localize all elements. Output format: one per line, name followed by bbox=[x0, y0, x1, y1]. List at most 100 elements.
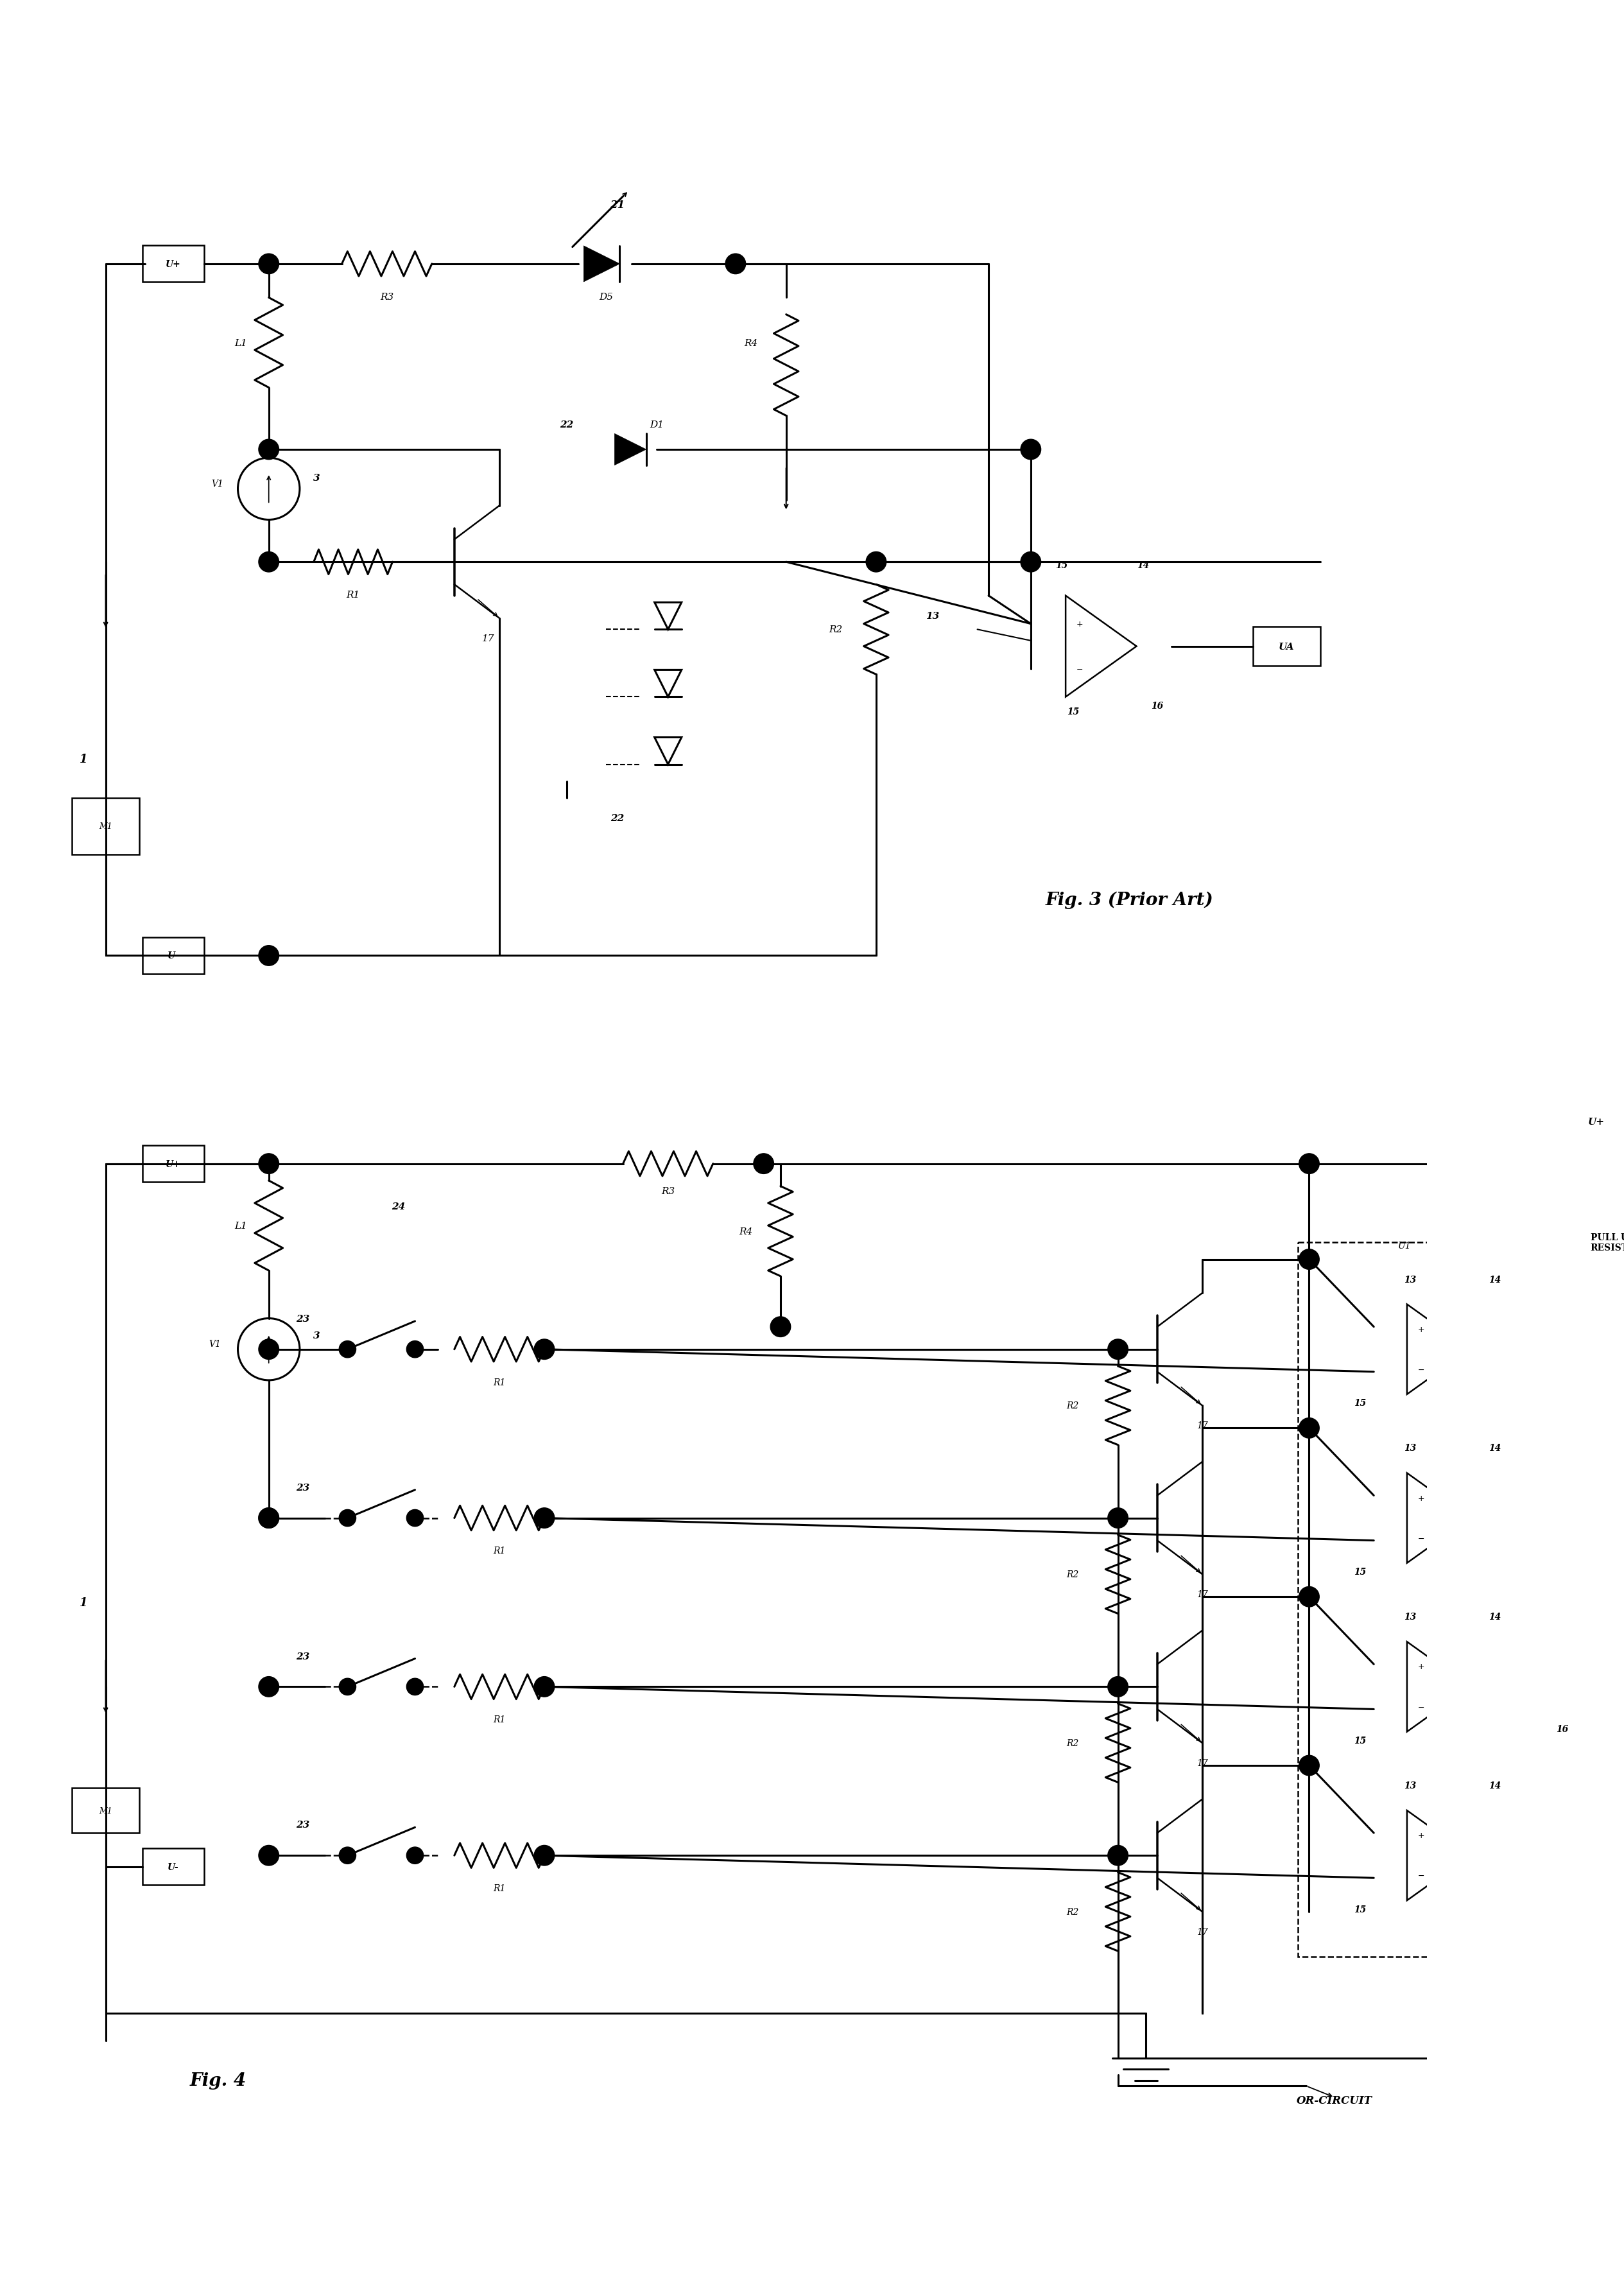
Circle shape bbox=[534, 1339, 554, 1360]
Circle shape bbox=[726, 254, 745, 275]
Text: L1: L1 bbox=[234, 1221, 247, 1230]
Circle shape bbox=[339, 1510, 356, 1528]
Polygon shape bbox=[583, 247, 620, 281]
Text: 1: 1 bbox=[80, 754, 88, 765]
Text: 15: 15 bbox=[1353, 1905, 1366, 1914]
Text: 24: 24 bbox=[391, 1201, 404, 1210]
Text: R4: R4 bbox=[739, 1228, 752, 1235]
Text: M1: M1 bbox=[99, 822, 112, 831]
Text: +: + bbox=[1077, 620, 1083, 629]
Text: 23: 23 bbox=[296, 1653, 309, 1662]
Circle shape bbox=[258, 1846, 279, 1866]
Circle shape bbox=[1108, 1846, 1129, 1866]
Text: 23: 23 bbox=[296, 1314, 309, 1323]
Text: R2: R2 bbox=[1065, 1571, 1078, 1580]
Circle shape bbox=[534, 1678, 554, 1698]
Text: R2: R2 bbox=[1065, 1401, 1078, 1410]
Text: 15: 15 bbox=[1353, 1737, 1366, 1746]
Circle shape bbox=[1541, 1351, 1561, 1371]
Text: V1: V1 bbox=[209, 1339, 221, 1348]
Circle shape bbox=[1299, 1755, 1319, 1775]
Circle shape bbox=[1541, 1846, 1561, 1866]
Text: 17: 17 bbox=[1197, 1421, 1208, 1430]
Text: 23: 23 bbox=[296, 1821, 309, 1830]
Text: 17: 17 bbox=[1197, 1759, 1208, 1768]
Circle shape bbox=[534, 1507, 554, 1528]
Text: R2: R2 bbox=[828, 624, 843, 633]
Text: 16: 16 bbox=[1556, 1725, 1569, 1734]
Circle shape bbox=[258, 552, 279, 572]
Text: R1: R1 bbox=[346, 590, 361, 599]
Text: 14: 14 bbox=[1489, 1444, 1501, 1453]
Text: 17: 17 bbox=[482, 633, 494, 642]
Text: 14: 14 bbox=[1489, 1612, 1501, 1621]
Text: L1: L1 bbox=[234, 338, 247, 347]
Text: 22: 22 bbox=[611, 815, 624, 824]
Circle shape bbox=[1108, 1507, 1129, 1528]
Text: 16: 16 bbox=[1151, 701, 1163, 711]
Text: −: − bbox=[1418, 1535, 1424, 1544]
Text: 13: 13 bbox=[1405, 1612, 1416, 1621]
Text: +: + bbox=[1418, 1494, 1424, 1503]
Text: 17: 17 bbox=[1197, 1927, 1208, 1936]
Text: R1: R1 bbox=[494, 1884, 505, 1893]
Circle shape bbox=[1020, 440, 1041, 461]
Circle shape bbox=[1557, 1130, 1579, 1151]
Text: 14: 14 bbox=[1489, 1782, 1501, 1791]
Text: 1: 1 bbox=[80, 1596, 88, 1609]
Text: U+: U+ bbox=[166, 259, 180, 268]
Circle shape bbox=[770, 1317, 791, 1337]
Text: U-: U- bbox=[167, 1861, 179, 1870]
Circle shape bbox=[1557, 1351, 1579, 1371]
Circle shape bbox=[534, 1846, 554, 1866]
Text: V1: V1 bbox=[211, 479, 224, 488]
Text: 13: 13 bbox=[1405, 1782, 1416, 1791]
Text: +: + bbox=[1418, 1832, 1424, 1839]
Circle shape bbox=[339, 1342, 356, 1357]
Circle shape bbox=[1541, 1507, 1561, 1528]
Text: 13: 13 bbox=[1405, 1444, 1416, 1453]
Text: R1: R1 bbox=[494, 1546, 505, 1555]
Circle shape bbox=[1020, 552, 1041, 572]
Circle shape bbox=[258, 947, 279, 967]
Text: R2: R2 bbox=[1065, 1907, 1078, 1916]
Circle shape bbox=[258, 254, 279, 275]
Text: UA: UA bbox=[1278, 642, 1294, 651]
Circle shape bbox=[339, 1678, 356, 1696]
Text: 15: 15 bbox=[1056, 561, 1069, 570]
Text: R3: R3 bbox=[661, 1187, 676, 1196]
Text: 13: 13 bbox=[1405, 1276, 1416, 1285]
Circle shape bbox=[339, 1848, 356, 1864]
Text: −: − bbox=[1418, 1703, 1424, 1712]
Text: 15: 15 bbox=[1067, 706, 1078, 715]
Circle shape bbox=[1299, 1419, 1319, 1439]
Text: PULL UP
RESISTOR: PULL UP RESISTOR bbox=[1590, 1233, 1624, 1253]
Text: U+: U+ bbox=[1588, 1117, 1605, 1126]
Text: 13: 13 bbox=[926, 611, 939, 620]
Text: M1: M1 bbox=[99, 1807, 112, 1814]
Circle shape bbox=[406, 1342, 424, 1357]
Circle shape bbox=[1541, 1339, 1561, 1360]
Text: Fig. 3 (Prior Art): Fig. 3 (Prior Art) bbox=[1046, 890, 1213, 908]
Text: U1: U1 bbox=[1398, 1242, 1411, 1251]
Text: 21: 21 bbox=[611, 200, 625, 211]
Circle shape bbox=[866, 552, 887, 572]
Text: 3: 3 bbox=[313, 474, 320, 484]
Text: +: + bbox=[1418, 1662, 1424, 1671]
Circle shape bbox=[1299, 1153, 1319, 1174]
Text: 3: 3 bbox=[313, 1330, 320, 1339]
Circle shape bbox=[258, 1153, 279, 1174]
Circle shape bbox=[258, 1339, 279, 1360]
Circle shape bbox=[258, 1507, 279, 1528]
Text: 15: 15 bbox=[1353, 1398, 1366, 1407]
Text: D5: D5 bbox=[599, 293, 614, 302]
Text: 14: 14 bbox=[1489, 1276, 1501, 1285]
Text: 23: 23 bbox=[296, 1482, 309, 1491]
Circle shape bbox=[406, 1510, 424, 1528]
Text: R3: R3 bbox=[380, 293, 393, 302]
Circle shape bbox=[258, 1507, 279, 1528]
Circle shape bbox=[754, 1153, 773, 1174]
Text: −: − bbox=[1077, 665, 1083, 674]
Circle shape bbox=[1299, 1249, 1319, 1269]
Text: 17: 17 bbox=[1197, 1589, 1208, 1598]
